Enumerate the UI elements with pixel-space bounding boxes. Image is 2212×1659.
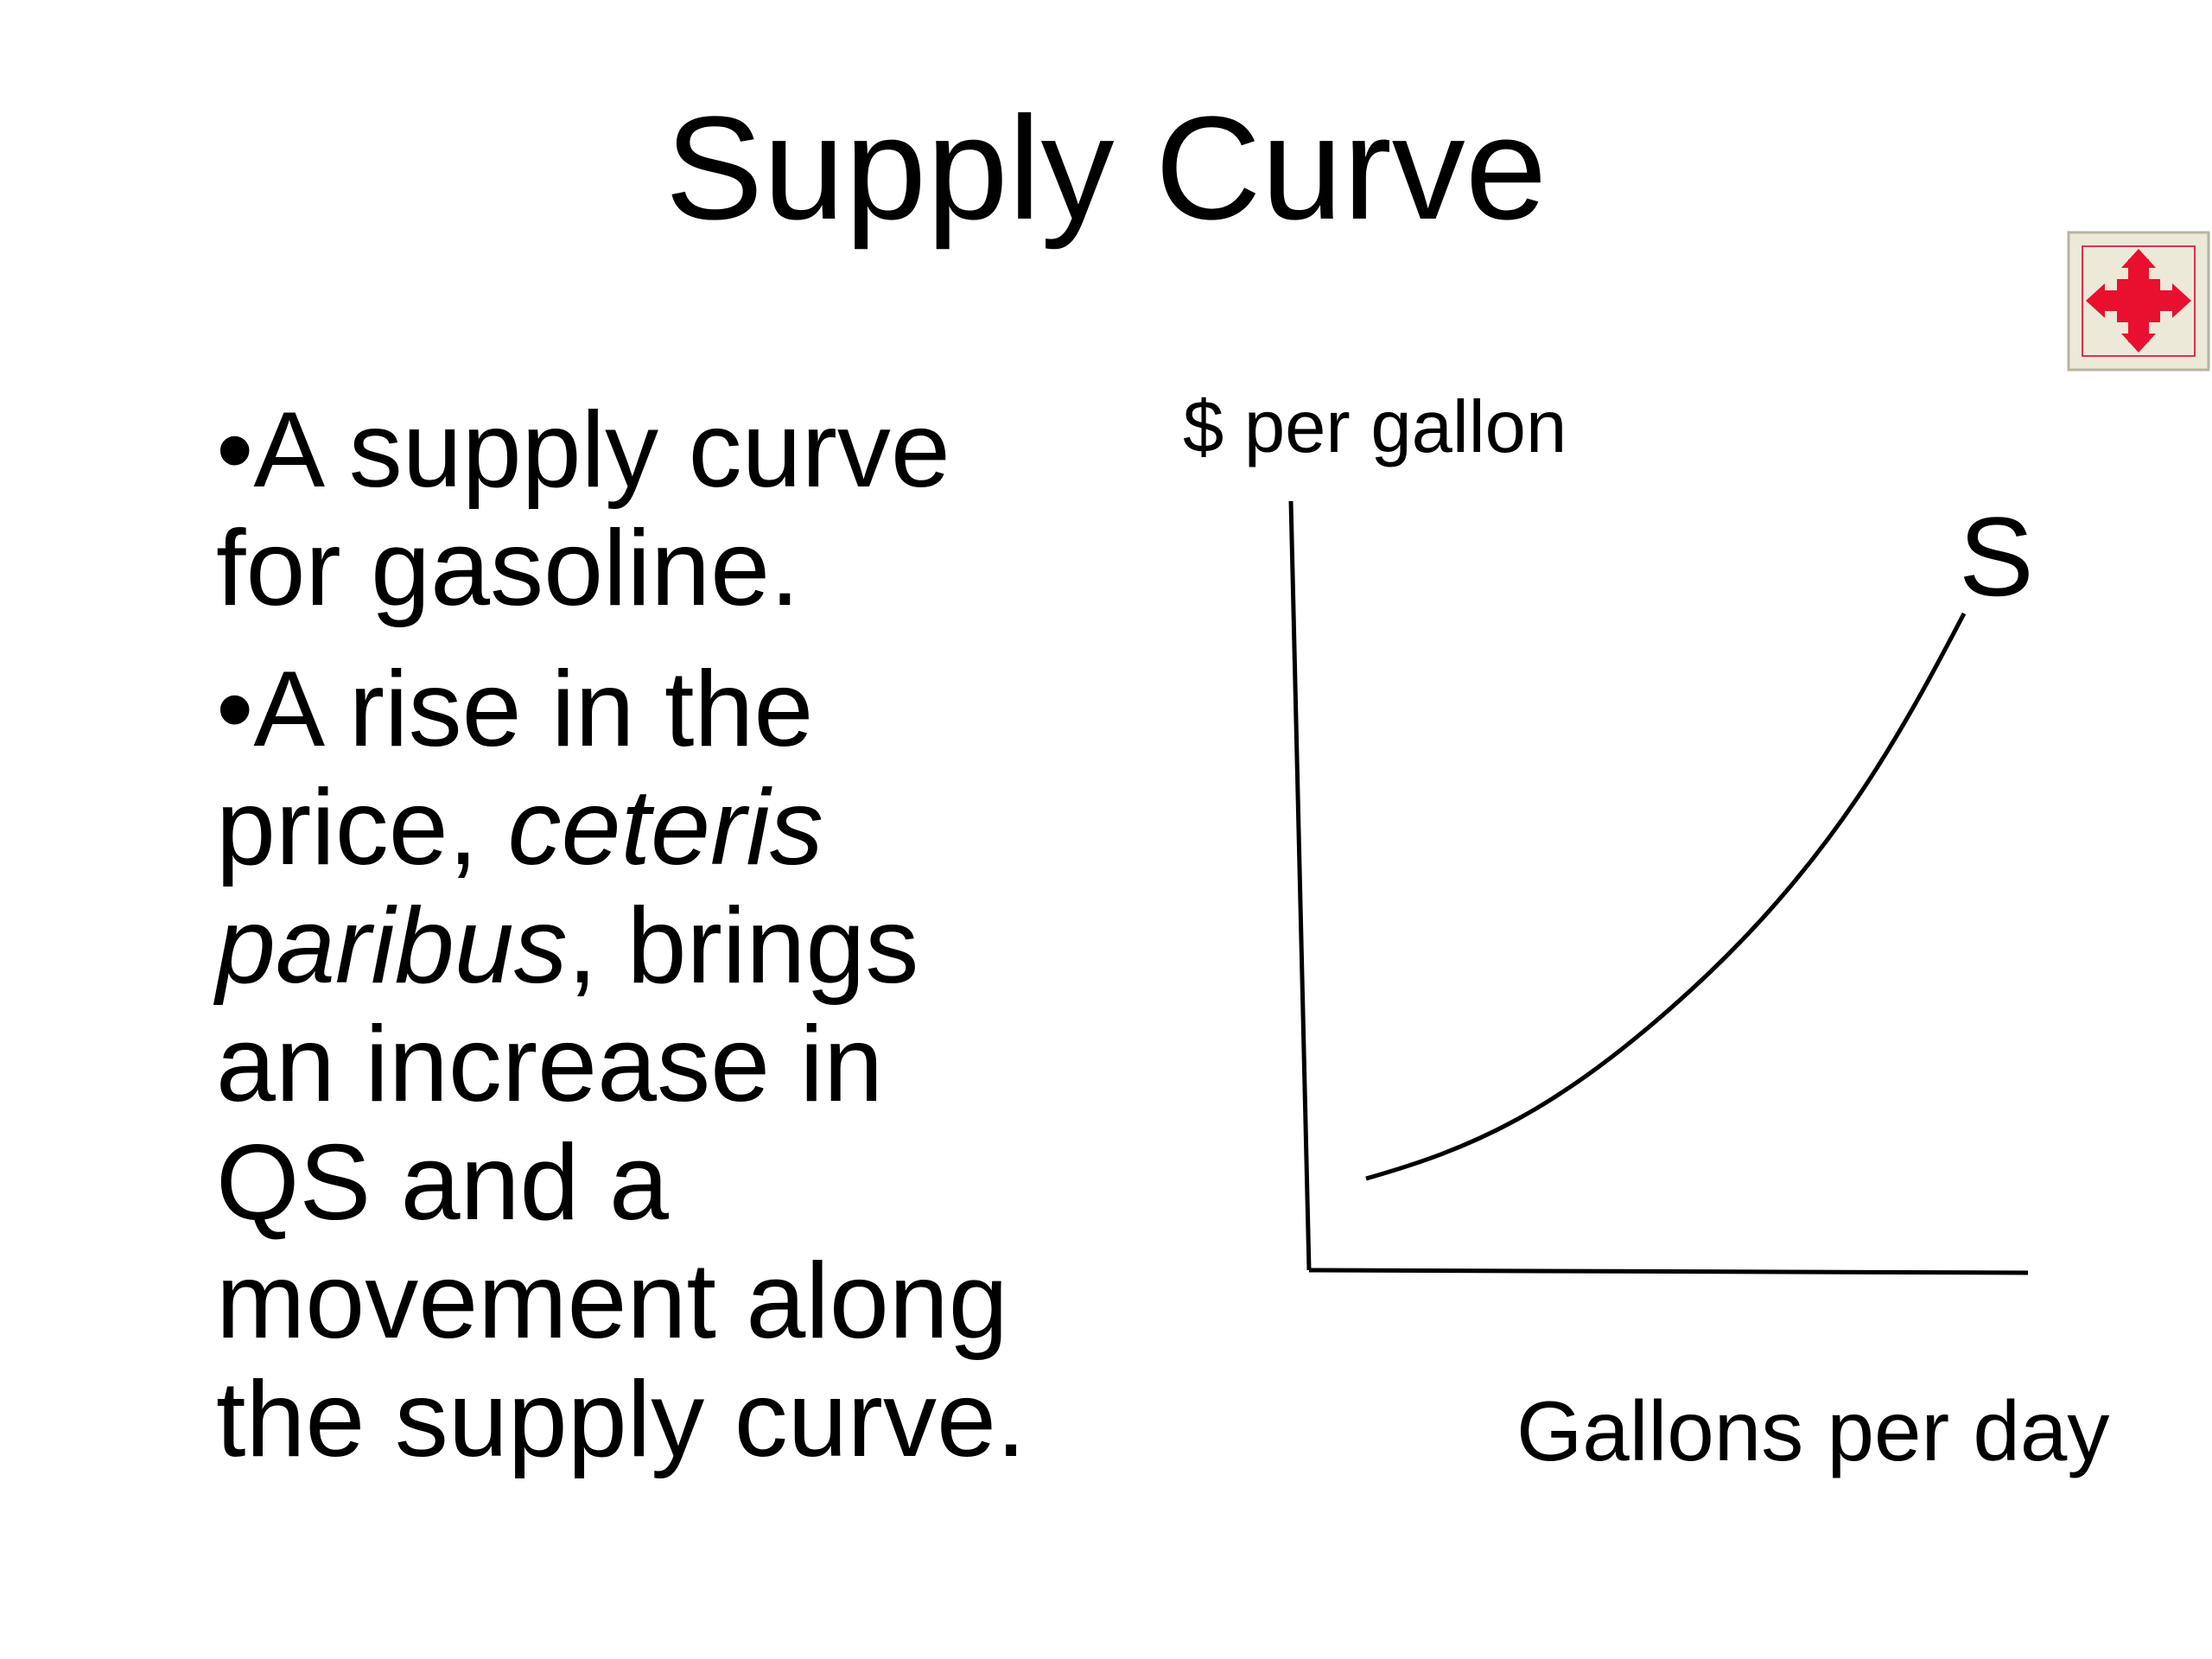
bullet: A rise in the price, ceteris paribus, br… bbox=[216, 651, 1067, 1479]
bullet-list: A supply curve for gasoline. A rise in t… bbox=[216, 391, 1067, 1502]
bullet-emphasis: ceteris paribus bbox=[216, 768, 823, 1006]
bullet: A supply curve for gasoline. bbox=[216, 391, 1067, 628]
y-axis bbox=[1288, 500, 1312, 1271]
x-axis-label: Gallons per day bbox=[1516, 1383, 2109, 1478]
resize-button[interactable] bbox=[2067, 231, 2210, 372]
bullet-text: , brings an increase in QS and a movemen… bbox=[216, 887, 1027, 1479]
supply-curve bbox=[1365, 612, 1967, 1181]
slide-title: Supply Curve bbox=[664, 86, 1548, 251]
y-axis-label: $ per gallon bbox=[1183, 386, 1567, 468]
bullet-text: A supply curve for gasoline. bbox=[216, 391, 950, 628]
bullet-text: A rise in the price, bbox=[216, 650, 814, 887]
x-axis bbox=[1308, 1268, 2029, 1275]
curve-label: S bbox=[1959, 493, 2034, 620]
